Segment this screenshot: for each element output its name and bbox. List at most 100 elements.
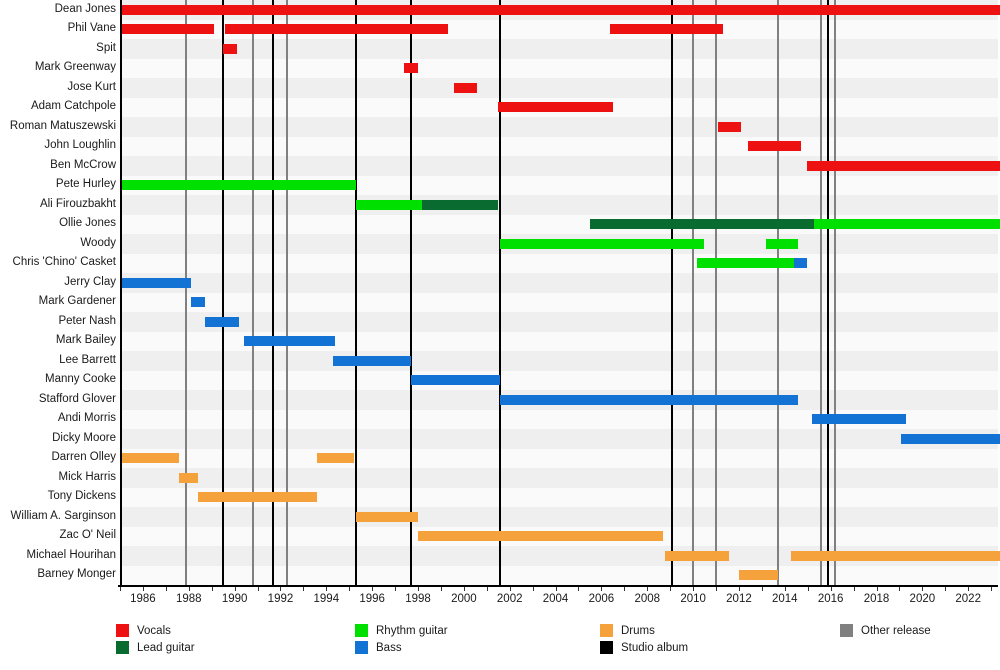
timeline-bar (718, 121, 741, 132)
legend-item-studio-album: Studio album (600, 641, 688, 654)
row-label-mick-harris: Mick Harris (58, 470, 117, 483)
row-label-woody: Woody (80, 236, 116, 249)
row-label-adam-catchpole: Adam Catchpole (30, 100, 116, 113)
axis-tick (211, 587, 213, 591)
axis-tick (257, 587, 259, 591)
axis-tick (693, 587, 695, 591)
axis-tick (807, 587, 809, 591)
axis-tick (165, 587, 167, 591)
studio-album-line (827, 0, 830, 585)
axis-tick (395, 587, 397, 591)
row-label-spit: Spit (96, 41, 116, 54)
axis-tick (899, 587, 901, 591)
row-band (122, 409, 998, 429)
axis-tick (440, 587, 442, 591)
timeline-bar (812, 414, 906, 425)
timeline-bar (807, 160, 1000, 171)
legend: Vocals Rhythm guitar Drums Other release Lea… (0, 620, 1000, 666)
timeline-bar (791, 550, 1000, 561)
axis-tick (991, 587, 993, 591)
axis-tick (303, 587, 305, 591)
row-label-zac-o-neil: Zac O' Neil (59, 529, 116, 542)
legend-label: Studio album (621, 641, 689, 654)
axis-tick (463, 587, 465, 591)
axis-tick (418, 587, 420, 591)
timeline-bar (225, 24, 448, 35)
row-label-mark-bailey: Mark Bailey (55, 334, 116, 347)
legend-label: Vocals (137, 624, 171, 637)
row-band (122, 565, 998, 585)
row-band (122, 312, 998, 332)
timeline-bar (793, 258, 808, 269)
row-label-lee-barrett: Lee Barrett (59, 353, 116, 366)
studio-album-line (409, 0, 412, 585)
timeline-bar (122, 453, 180, 464)
legend-swatch-icon (600, 624, 613, 637)
row-band (122, 58, 998, 78)
timeline-bar (179, 472, 198, 483)
timeline-bar (403, 63, 418, 74)
row-label-dean-jones: Dean Jones (54, 2, 116, 15)
axis-tick (922, 587, 924, 591)
row-band (122, 273, 998, 293)
row-label-jose-kurt: Jose Kurt (67, 80, 116, 93)
axis-tick (624, 587, 626, 591)
axis-tick-label-2010: 2010 (680, 593, 706, 605)
axis-tick-label-2006: 2006 (588, 593, 615, 605)
row-band (122, 487, 998, 507)
row-band (122, 195, 998, 215)
timeline-bar (355, 511, 418, 522)
axis-tick-label-1996: 1996 (359, 593, 385, 605)
axis-tick-label-1986: 1986 (130, 593, 156, 605)
timeline-bar (410, 375, 501, 386)
axis-tick-label-1998: 1998 (405, 593, 431, 605)
row-label-john-loughlin: John Loughlin (44, 139, 116, 152)
timeline-bar (122, 4, 1000, 15)
studio-album-line (354, 0, 357, 585)
axis-tick (326, 587, 328, 591)
legend-swatch-icon (600, 641, 613, 654)
row-band (122, 39, 998, 59)
axis-line (118, 585, 998, 587)
axis-tick (349, 587, 351, 591)
timeline-bar (190, 297, 205, 308)
timeline-bar (197, 492, 317, 503)
timeline-bar (747, 141, 801, 152)
studio-album-line (272, 0, 275, 585)
studio-album-line (671, 0, 674, 585)
row-label-barney-monger: Barney Monger (37, 568, 116, 581)
legend-swatch-icon (116, 641, 129, 654)
timeline-bar (417, 531, 663, 542)
axis-tick-label-1994: 1994 (313, 593, 340, 605)
axis-tick (578, 587, 580, 591)
row-label-darren-olley: Darren Olley (51, 451, 116, 464)
legend-swatch-icon (116, 624, 129, 637)
axis-tick (761, 587, 763, 591)
timeline-bar (901, 433, 1000, 444)
timeline-bar (497, 102, 613, 113)
timeline-bar (204, 316, 239, 327)
axis-tick (647, 587, 649, 591)
timeline-bar (589, 219, 815, 230)
plot-area (120, 0, 1000, 585)
axis-tick (555, 587, 557, 591)
axis-tick (532, 587, 534, 591)
timeline-bar (697, 258, 794, 269)
other-release-line (820, 0, 823, 585)
legend-label: Bass (376, 641, 402, 654)
timeline-bar (122, 24, 214, 35)
x-axis: 1986 1988 1990 1992 1994 1996 1998 2000 2002 2004… (118, 585, 998, 615)
row-label-andi-morris: Andi Morris (57, 412, 116, 425)
legend-swatch-icon (840, 624, 853, 637)
row-label-pete-hurley: Pete Hurley (55, 178, 116, 191)
legend-label: Other release (861, 624, 931, 637)
axis-tick (830, 587, 832, 591)
row-label-mark-gardener: Mark Gardener (38, 295, 116, 308)
row-label-ali-firouzbakht: Ali Firouzbakht (39, 197, 116, 210)
other-release-line (251, 0, 254, 585)
row-label-william-a-sarginson: William A. Sarginson (10, 509, 116, 522)
other-release-line (776, 0, 779, 585)
legend-item-drums: Drums (600, 624, 655, 637)
axis-tick-label-1990: 1990 (221, 593, 248, 605)
